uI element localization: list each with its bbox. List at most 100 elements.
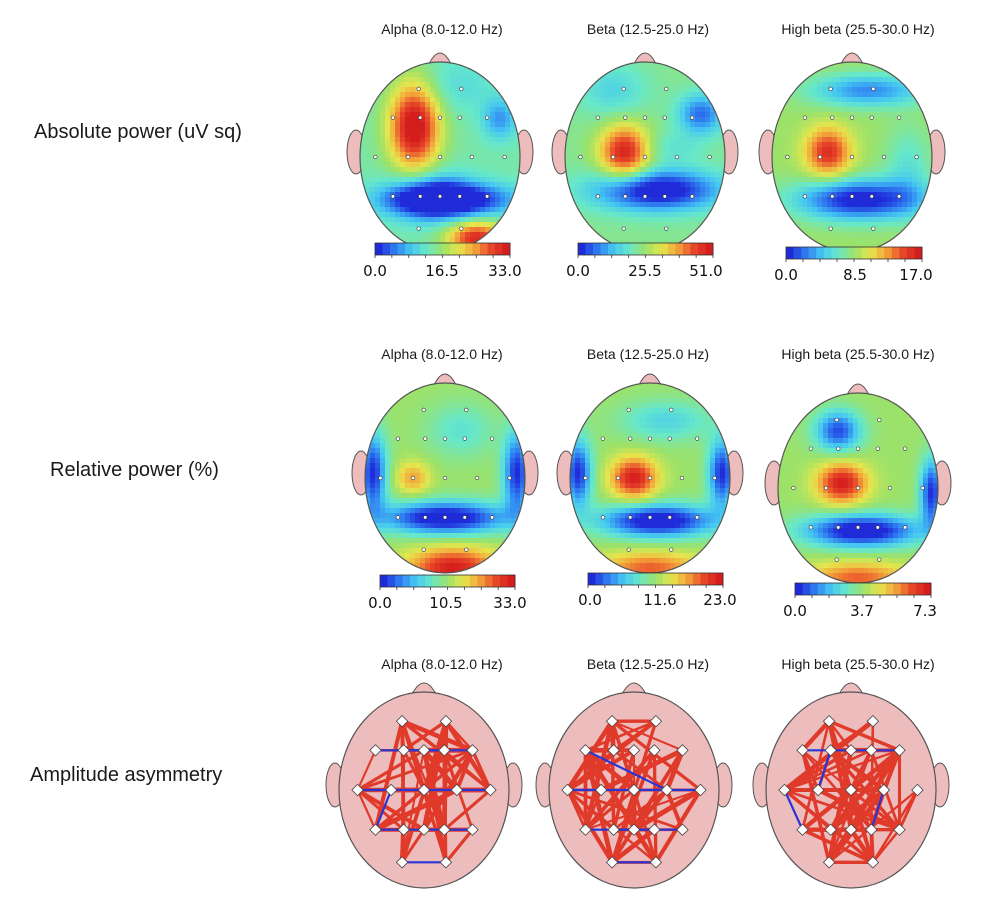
colorbar bbox=[795, 583, 931, 597]
electrode bbox=[690, 195, 694, 199]
electrode bbox=[792, 486, 796, 490]
electrode bbox=[870, 116, 874, 120]
electrode bbox=[669, 408, 673, 412]
cbar-abs-alpha-mid: 16.5 bbox=[425, 262, 458, 280]
electrode bbox=[379, 476, 383, 480]
cbar-rel-highbeta-max: 7.3 bbox=[913, 602, 937, 620]
electrode bbox=[643, 195, 647, 199]
electrode bbox=[680, 476, 684, 480]
electrode bbox=[628, 437, 632, 441]
electrode bbox=[423, 516, 427, 520]
colorbar bbox=[588, 573, 723, 587]
electrode bbox=[411, 476, 415, 480]
cbar-rel-alpha-max: 33.0 bbox=[493, 594, 526, 612]
electrode bbox=[809, 526, 813, 530]
electrode bbox=[628, 516, 632, 520]
electrode bbox=[459, 227, 463, 231]
connectivity-head bbox=[304, 665, 544, 915]
electrode bbox=[897, 195, 901, 199]
electrode bbox=[668, 516, 672, 520]
electrode bbox=[601, 437, 605, 441]
cbar-rel-beta-max: 23.0 bbox=[703, 591, 736, 609]
cbar-abs-highbeta-min: 0.0 bbox=[774, 266, 798, 284]
electrode bbox=[818, 155, 822, 159]
electrode bbox=[786, 155, 790, 159]
electrode bbox=[503, 155, 507, 159]
electrode bbox=[871, 87, 875, 91]
electrode bbox=[443, 476, 447, 480]
cbar-abs-highbeta-max: 17.0 bbox=[899, 266, 932, 284]
colorbar bbox=[786, 247, 922, 261]
electrode bbox=[417, 87, 421, 91]
cbar-rel-alpha-mid: 10.5 bbox=[429, 594, 462, 612]
electrode bbox=[690, 116, 694, 120]
electrode bbox=[616, 476, 620, 480]
electrode bbox=[464, 548, 468, 552]
electrode bbox=[627, 408, 631, 412]
electrode bbox=[463, 437, 467, 441]
electrode bbox=[623, 195, 627, 199]
electrode bbox=[423, 437, 427, 441]
electrode bbox=[422, 548, 426, 552]
cbar-abs-beta-mid: 25.5 bbox=[628, 262, 661, 280]
electrode bbox=[903, 526, 907, 530]
electrode bbox=[458, 116, 462, 120]
row-label-relative-power: Relative power (%) bbox=[50, 459, 219, 482]
electrode bbox=[830, 116, 834, 120]
electrode bbox=[876, 447, 880, 451]
electrode bbox=[669, 548, 673, 552]
cbar-rel-highbeta-min: 0.0 bbox=[783, 602, 807, 620]
electrode bbox=[664, 227, 668, 231]
electrode bbox=[803, 195, 807, 199]
electrode bbox=[406, 155, 410, 159]
electrode bbox=[915, 155, 919, 159]
electrode bbox=[464, 408, 468, 412]
electrode bbox=[611, 155, 615, 159]
electrode bbox=[443, 516, 447, 520]
electrode bbox=[836, 447, 840, 451]
electrode bbox=[856, 486, 860, 490]
cbar-abs-beta-max: 51.0 bbox=[689, 262, 722, 280]
electrode bbox=[584, 476, 588, 480]
electrode bbox=[648, 437, 652, 441]
cbar-rel-alpha-min: 0.0 bbox=[368, 594, 392, 612]
electrode bbox=[877, 418, 881, 422]
electrode bbox=[856, 447, 860, 451]
electrode bbox=[850, 195, 854, 199]
electrode bbox=[850, 155, 854, 159]
electrode bbox=[579, 155, 583, 159]
electrode bbox=[903, 447, 907, 451]
electrode bbox=[870, 195, 874, 199]
electrode bbox=[485, 116, 489, 120]
electrode bbox=[396, 437, 400, 441]
electrode bbox=[888, 486, 892, 490]
electrode bbox=[391, 195, 395, 199]
electrode bbox=[663, 116, 667, 120]
electrode bbox=[668, 437, 672, 441]
electrode bbox=[508, 476, 512, 480]
colorbar bbox=[578, 243, 713, 257]
electrode bbox=[921, 486, 925, 490]
electrode bbox=[622, 87, 626, 91]
electrode bbox=[418, 195, 422, 199]
cbar-abs-highbeta-mid: 8.5 bbox=[843, 266, 867, 284]
electrode bbox=[601, 516, 605, 520]
electrode bbox=[458, 195, 462, 199]
electrode bbox=[835, 418, 839, 422]
electrode bbox=[856, 526, 860, 530]
electrode bbox=[695, 516, 699, 520]
electrode bbox=[675, 155, 679, 159]
electrode bbox=[470, 155, 474, 159]
electrode bbox=[422, 408, 426, 412]
row-label-amplitude-asymmetry: Amplitude asymmetry bbox=[30, 764, 222, 787]
electrode bbox=[876, 526, 880, 530]
electrode bbox=[391, 116, 395, 120]
electrode bbox=[443, 437, 447, 441]
electrode bbox=[664, 87, 668, 91]
electrode bbox=[459, 87, 463, 91]
electrode bbox=[490, 437, 494, 441]
electrode bbox=[374, 155, 378, 159]
electrode bbox=[485, 195, 489, 199]
electrode bbox=[475, 476, 479, 480]
electrode bbox=[596, 195, 600, 199]
